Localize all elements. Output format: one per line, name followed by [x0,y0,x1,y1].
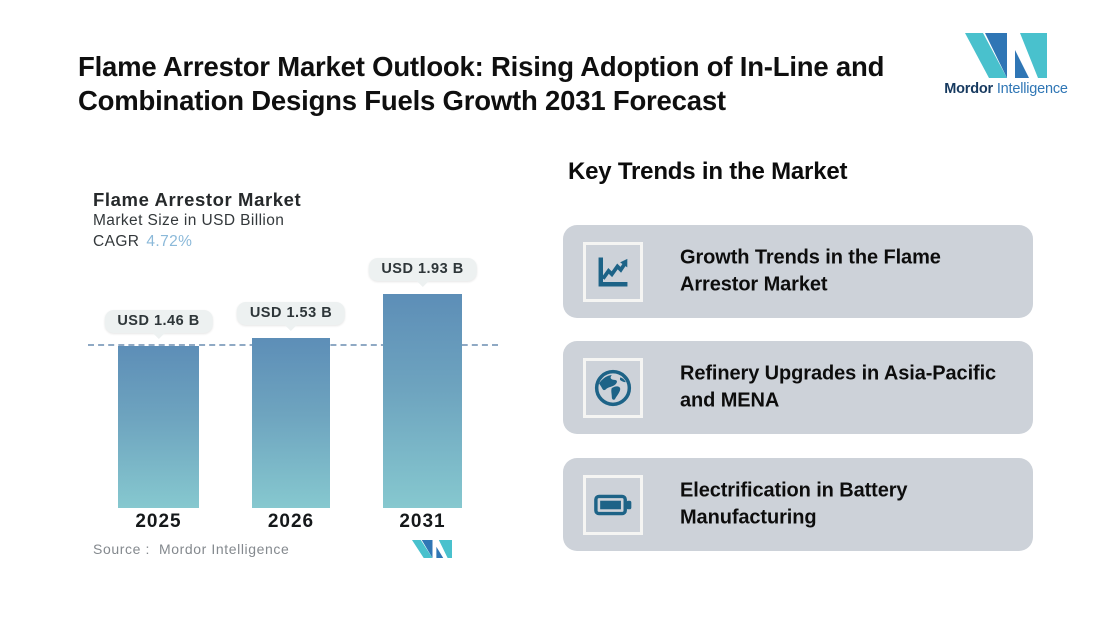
trend-title: Growth Trends in the Flame Arrestor Mark… [680,245,941,296]
source-label: Source : [93,541,150,557]
trend-card-refinery: Refinery Upgrades in Asia-Pacific and ME… [563,341,1033,434]
bar-chart: USD 1.46 B USD 1.53 B USD 1.93 B [88,255,498,508]
bar-2025 [118,346,199,508]
cagr-value: 4.72% [146,233,193,250]
trend-card-electrification: Electrification in Battery Manufacturing [563,458,1033,551]
bar-value-label: USD 1.53 B [236,302,346,326]
line-chart-icon [598,257,628,286]
brand-name-regular: Intelligence [996,81,1068,97]
brand-wordmark: Mordor Intelligence [941,81,1071,97]
trend-card-growth: Growth Trends in the Flame Arrestor Mark… [563,225,1033,318]
mordor-intelligence-logo-icon-small [412,540,452,558]
bar-2026 [252,338,330,508]
chart-subtitle: Market Size in USD Billion [93,212,285,229]
axis-label-2025: 2025 [135,511,182,532]
source-attribution: Source : Mordor Intelligence [93,541,289,557]
battery-icon [594,494,632,515]
cagr-label: CAGR [93,233,140,250]
page-title: Flame Arrestor Market Outlook: Rising Ad… [78,51,885,116]
icon-box [583,241,643,302]
axis-label-2031: 2031 [399,511,446,532]
bar-2031 [383,294,462,508]
trend-title: Electrification in Battery Manufacturing [680,478,908,529]
chart-cagr: CAGR 4.72% [93,233,192,251]
icon-box [583,474,643,535]
bar-value-label: USD 1.46 B [104,310,213,334]
axis-label-2026: 2026 [267,511,315,532]
brand-name-bold: Mordor [944,81,993,97]
source-value: Mordor Intelligence [158,541,290,557]
mordor-intelligence-logo-icon [965,33,1047,78]
brand-logo: Mordor Intelligence [941,33,1071,97]
globe-icon [594,369,632,406]
bar-value-label: USD 1.93 B [368,258,477,281]
trends-heading: Key Trends in the Market [568,158,848,185]
icon-box [583,357,643,418]
trend-title: Refinery Upgrades in Asia-Pacific and ME… [680,361,997,412]
chart-title: Flame Arrestor Market [93,189,302,210]
